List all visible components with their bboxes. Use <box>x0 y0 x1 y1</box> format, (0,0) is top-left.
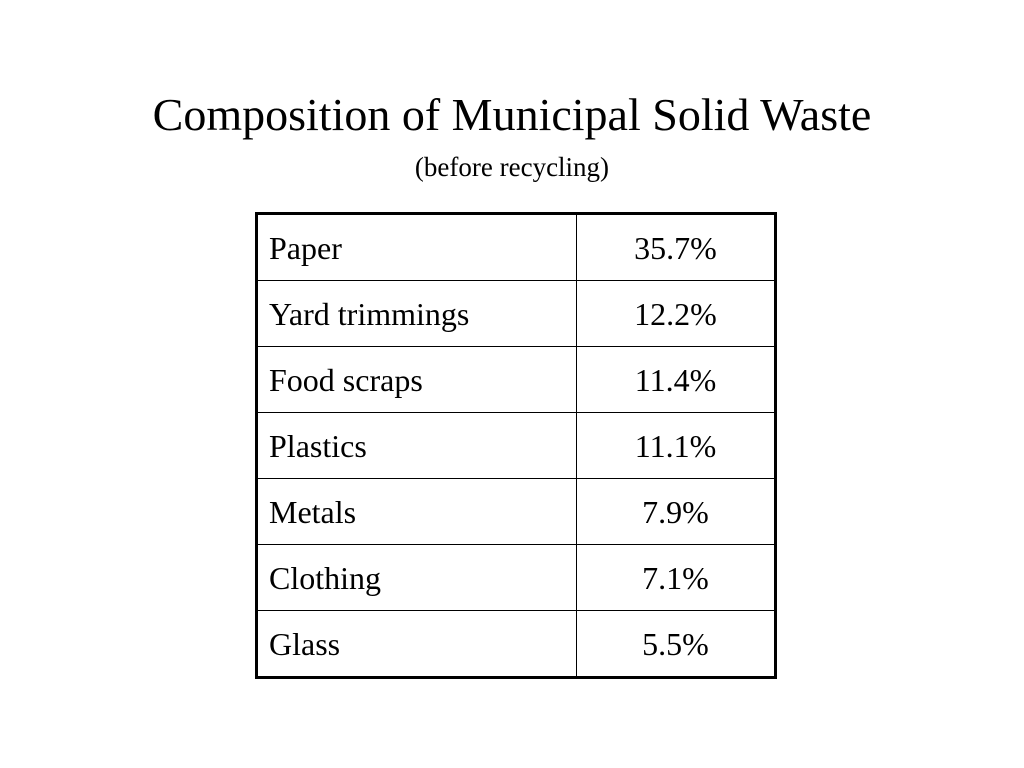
percentage-cell: 5.5% <box>576 610 776 678</box>
waste-composition-table: Paper 35.7% Yard trimmings 12.2% Food sc… <box>255 212 777 679</box>
percentage-cell: 7.9% <box>576 478 776 545</box>
percentage-cell: 11.4% <box>576 346 776 413</box>
percentage-cell: 35.7% <box>576 213 776 281</box>
table-container: Paper 35.7% Yard trimmings 12.2% Food sc… <box>255 212 777 679</box>
category-cell: Food scraps <box>256 346 577 413</box>
slide-title: Composition of Municipal Solid Waste <box>152 89 872 140</box>
slide-subtitle: (before recycling) <box>414 152 610 182</box>
category-cell: Clothing <box>256 544 577 611</box>
table-row: Food scraps 11.4% <box>256 346 776 413</box>
category-cell: Paper <box>256 213 577 281</box>
table-row: Metals 7.9% <box>256 478 776 545</box>
category-cell: Yard trimmings <box>256 280 577 347</box>
category-cell: Glass <box>256 610 577 678</box>
table-row: Glass 5.5% <box>256 610 776 678</box>
category-cell: Metals <box>256 478 577 545</box>
percentage-cell: 12.2% <box>576 280 776 347</box>
category-cell: Plastics <box>256 412 577 479</box>
table-row: Clothing 7.1% <box>256 544 776 611</box>
percentage-cell: 11.1% <box>576 412 776 479</box>
percentage-cell: 7.1% <box>576 544 776 611</box>
table-row: Plastics 11.1% <box>256 412 776 479</box>
table-row: Paper 35.7% <box>256 213 776 281</box>
table-row: Yard trimmings 12.2% <box>256 280 776 347</box>
